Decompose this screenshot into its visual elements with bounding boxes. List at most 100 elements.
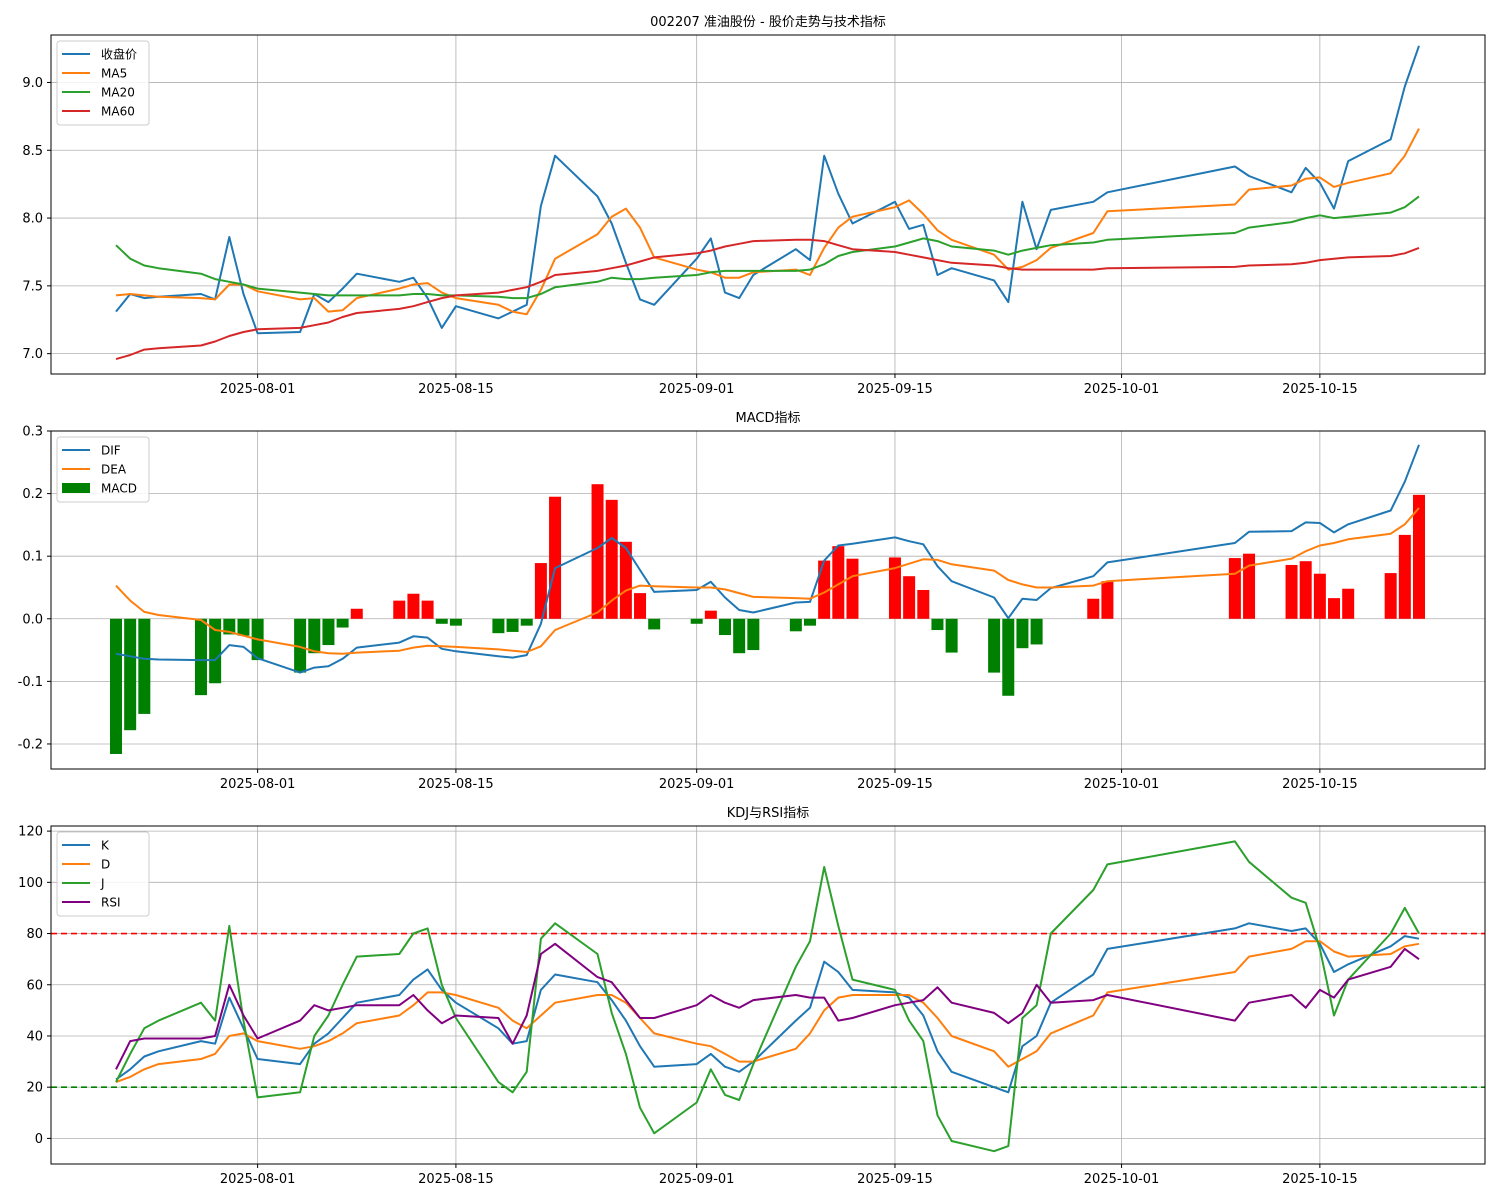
- macd-bar: [435, 618, 448, 624]
- chart-title: 002207 准油股份 - 股价走势与技术指标: [650, 14, 886, 30]
- chart-title: KDJ与RSI指标: [727, 806, 810, 821]
- series-line-D: [115, 940, 1420, 1084]
- y-tick-label: 0.0: [22, 612, 43, 627]
- x-tick-label: 2025-09-15: [857, 1172, 933, 1187]
- x-tick-label: 2025-10-15: [1282, 1172, 1358, 1187]
- panel-2: 2025-08-01 2025-08-15 2025-09-01 2025-09-15…: [18, 411, 1486, 792]
- macd-bar: [945, 618, 958, 653]
- macd-bar: [1384, 573, 1397, 619]
- series-line-DEA: [115, 507, 1420, 655]
- plot-frame: [50, 34, 1486, 375]
- legend-label: 收盘价: [101, 47, 137, 62]
- x-tick-label: 2025-10-01: [1084, 382, 1160, 397]
- series-line-收盘价: [115, 45, 1420, 335]
- macd-bar: [1030, 618, 1043, 645]
- legend-label: MA20: [101, 86, 135, 100]
- plot-frame: [50, 825, 1486, 1165]
- series-line-DIF: [115, 444, 1420, 674]
- panel-1: 2025-08-01 2025-08-15 2025-09-01 2025-09-15…: [22, 14, 1486, 397]
- macd-bar: [1002, 618, 1015, 696]
- macd-bar: [1299, 561, 1312, 619]
- legend-label: K: [101, 839, 110, 853]
- macd-bar: [917, 589, 930, 619]
- legend-label: DIF: [101, 444, 121, 458]
- series-line-K: [115, 922, 1420, 1094]
- x-tick-label: 2025-08-15: [418, 777, 494, 792]
- series-line-MA5: [115, 128, 1420, 316]
- x-tick-label: 2025-09-15: [857, 777, 933, 792]
- macd-bar: [1243, 553, 1256, 619]
- y-tick-label: 7.5: [22, 279, 43, 294]
- macd-bar: [492, 618, 505, 634]
- macd-bar: [1228, 558, 1241, 619]
- macd-bar: [846, 558, 859, 619]
- macd-bar: [421, 600, 434, 619]
- x-tick-label: 2025-09-15: [857, 382, 933, 397]
- y-tick-label: 8.0: [22, 212, 43, 227]
- series-line-MA60: [115, 238, 1420, 361]
- x-tick-label: 2025-10-15: [1282, 777, 1358, 792]
- macd-bar: [322, 618, 335, 646]
- macd-bar: [549, 496, 562, 619]
- macd-bar: [690, 618, 703, 624]
- x-tick-label: 2025-10-01: [1084, 777, 1160, 792]
- chart-title: MACD指标: [736, 411, 801, 426]
- macd-bar: [294, 618, 307, 673]
- y-tick-label: 7.0: [22, 347, 43, 362]
- x-tick-label: 2025-08-15: [418, 382, 494, 397]
- legend-label: DEA: [101, 463, 127, 477]
- y-tick-label: 100: [18, 876, 43, 891]
- y-tick-label: 40: [26, 1029, 43, 1044]
- macd-bar: [1101, 581, 1114, 619]
- macd-bar: [393, 600, 406, 619]
- macd-bar: [124, 618, 137, 731]
- legend: 收盘价 MA5 MA20 MA60: [56, 40, 150, 126]
- macd-bar: [733, 618, 746, 654]
- macd-bar: [308, 618, 321, 654]
- macd-bar: [648, 618, 661, 630]
- legend: DIF DEA MACD: [56, 436, 150, 503]
- macd-bar: [534, 563, 547, 619]
- x-tick-label: 2025-09-01: [659, 777, 735, 792]
- macd-bar: [1328, 598, 1341, 619]
- macd-bar: [789, 618, 802, 632]
- macd-bar: [605, 499, 618, 619]
- macd-bar: [520, 618, 533, 626]
- macd-bar: [931, 618, 944, 631]
- legend-label: J: [100, 877, 105, 891]
- macd-bar: [194, 618, 207, 696]
- macd-bar: [449, 618, 462, 626]
- macd-bar: [110, 618, 122, 754]
- macd-bar: [591, 484, 604, 619]
- series-line-J: [115, 840, 1420, 1153]
- panel-3: 2025-08-01 2025-08-15 2025-09-01 2025-09-15…: [18, 806, 1486, 1187]
- macd-bar: [1285, 564, 1298, 619]
- macd-bar: [719, 618, 732, 636]
- macd-bar: [237, 618, 250, 636]
- macd-bar: [634, 593, 647, 619]
- x-tick-label: 2025-08-01: [220, 382, 296, 397]
- y-tick-label: 8.5: [22, 144, 43, 159]
- macd-bar: [1087, 598, 1100, 619]
- macd-bar: [407, 593, 420, 619]
- x-tick-label: 2025-09-01: [659, 1172, 735, 1187]
- y-tick-label: 9.0: [22, 76, 43, 91]
- y-tick-label: 20: [26, 1081, 43, 1096]
- x-tick-label: 2025-08-01: [220, 777, 296, 792]
- x-tick-label: 2025-08-01: [220, 1172, 296, 1187]
- legend-box: [56, 40, 150, 126]
- macd-bar: [1413, 494, 1425, 619]
- macd-bar: [818, 560, 831, 619]
- legend-label: D: [101, 858, 110, 872]
- macd-bar: [1342, 588, 1355, 619]
- x-tick-label: 2025-10-15: [1282, 382, 1358, 397]
- y-tick-label: 0: [35, 1132, 43, 1147]
- y-tick-label: 60: [26, 978, 43, 993]
- macd-bar: [1016, 618, 1029, 649]
- macd-bar: [350, 608, 363, 619]
- legend-label: MA5: [101, 67, 127, 81]
- macd-bar: [1398, 534, 1411, 619]
- y-tick-label: 120: [18, 825, 43, 840]
- y-tick-label: -0.1: [18, 675, 43, 690]
